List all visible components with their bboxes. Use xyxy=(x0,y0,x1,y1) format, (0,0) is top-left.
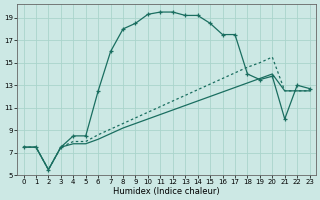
X-axis label: Humidex (Indice chaleur): Humidex (Indice chaleur) xyxy=(113,187,220,196)
